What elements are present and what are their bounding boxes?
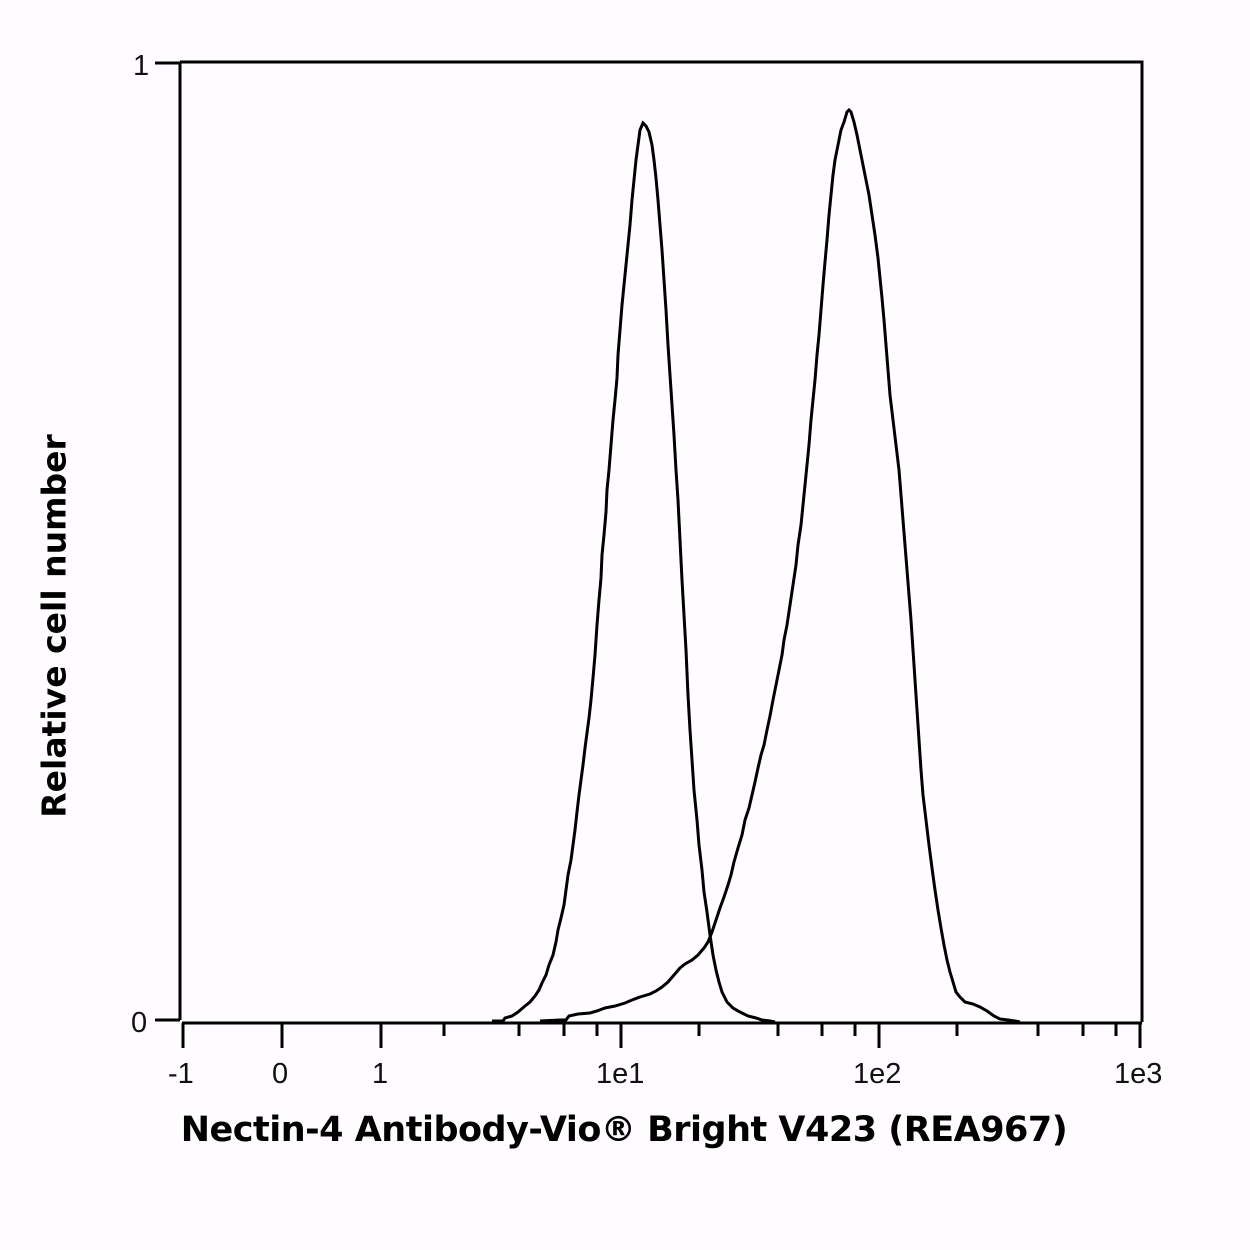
x-tick-label-neg1: -1	[168, 1058, 194, 1090]
x-tick-label-1e2: 1e2	[853, 1058, 901, 1090]
x-axis-major-ticks	[181, 1023, 1142, 1048]
x-tick-label-1: 1	[372, 1058, 388, 1090]
control-histogram-line	[492, 120, 776, 1024]
plot-frame	[178, 60, 1144, 1025]
y-tick-label-0: 0	[131, 1007, 147, 1039]
x-tick-label-1e3: 1e3	[1114, 1058, 1162, 1090]
stained-histogram-line	[539, 107, 1021, 1024]
y-axis-ticks	[155, 61, 180, 1022]
x-axis-title: Nectin-4 Antibody-Vio® Bright V423 (REA9…	[180, 1110, 1068, 1150]
y-axis-title: Relative cell number	[34, 434, 74, 818]
x-axis-minor-ticks	[442, 1023, 1118, 1036]
y-tick-label-1: 1	[133, 50, 149, 82]
x-tick-label-0: 0	[272, 1058, 288, 1090]
x-tick-label-1e1: 1e1	[596, 1058, 644, 1090]
